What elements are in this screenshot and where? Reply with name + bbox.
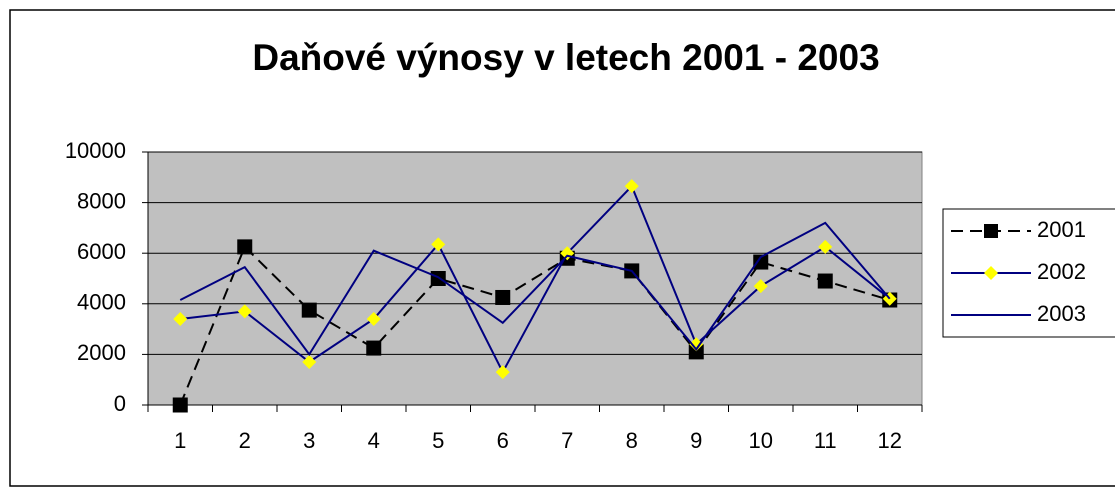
x-tick-label: 3 [303,428,315,453]
x-tick-label: 8 [626,428,638,453]
y-tick-label: 2000 [77,340,126,365]
x-tick-label: 9 [690,428,702,453]
legend-label: 2002 [1037,259,1086,284]
data-point [237,239,253,255]
x-tick-label: 7 [561,428,573,453]
data-point [366,311,381,326]
legend-label: 2003 [1037,301,1086,326]
x-tick-label: 1 [174,428,186,453]
y-tick-label: 6000 [77,239,126,264]
data-point [366,340,382,356]
x-tick-label: 12 [878,428,902,453]
series-line [179,245,891,406]
data-point [301,302,317,318]
data-point [172,397,188,413]
data-point [818,239,833,254]
data-point [495,289,511,305]
x-tick-label: 11 [814,428,837,453]
y-tick-label: 10000 [65,138,126,163]
data-point [753,279,768,294]
data-point [624,179,639,194]
data-point [173,311,188,326]
data-point [689,337,704,352]
chart-title: Daňové výnosy v letech 2001 - 2003 [252,37,879,78]
x-tick-label: 2 [239,428,251,453]
x-tick-label: 10 [749,428,773,453]
data-point [495,365,510,380]
x-tick-label: 6 [497,428,509,453]
data-point [302,354,317,369]
data-point [753,254,769,270]
y-tick-label: 4000 [77,290,126,315]
y-tick-label: 0 [114,391,126,416]
x-tick-label: 4 [368,428,380,453]
data-point [237,304,252,319]
data-point [817,273,833,289]
data-point [560,246,575,261]
data-point [430,271,446,286]
series-line [180,184,891,375]
data-point [431,237,446,252]
series-line [179,221,891,357]
legend-marker [984,224,998,238]
legend-label: 2001 [1037,217,1086,242]
legend-marker [984,266,998,280]
y-tick-label: 8000 [77,188,126,213]
x-tick-label: 5 [432,428,444,453]
